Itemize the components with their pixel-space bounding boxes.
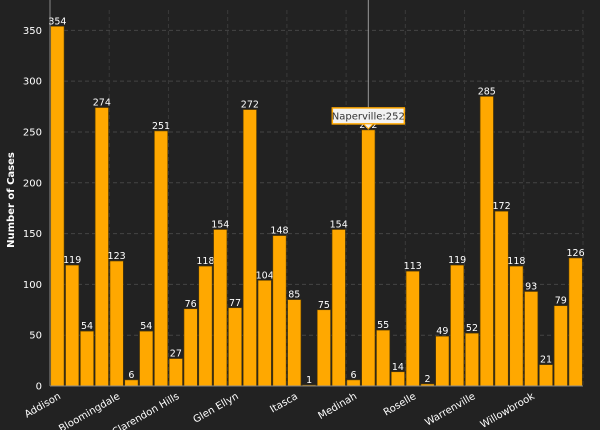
value-label: 21 <box>540 355 552 366</box>
value-label: 113 <box>404 261 422 272</box>
value-label: 6 <box>128 370 134 381</box>
value-label: 172 <box>492 201 510 212</box>
value-label: 54 <box>140 321 152 332</box>
bar <box>50 25 65 387</box>
bar <box>361 129 376 387</box>
bar <box>183 308 198 387</box>
bar <box>376 329 391 387</box>
bar <box>316 309 331 387</box>
tooltip-pointer <box>362 123 375 130</box>
tooltip-text: Naperville:252 <box>332 111 405 122</box>
bar <box>272 235 287 387</box>
bar <box>257 280 272 387</box>
bar <box>494 210 509 387</box>
bar <box>198 265 213 387</box>
y-tick-label: 300 <box>23 77 42 88</box>
y-tick-label: 150 <box>23 229 42 240</box>
y-tick-label: 100 <box>23 280 42 291</box>
value-label: 251 <box>152 121 170 132</box>
bar <box>80 330 94 387</box>
value-label: 119 <box>63 255 81 266</box>
value-label: 1 <box>306 375 312 386</box>
value-label: 118 <box>196 256 214 267</box>
bar <box>405 270 420 387</box>
bar <box>509 265 524 387</box>
value-label: 154 <box>330 220 348 231</box>
value-label: 154 <box>211 220 229 231</box>
bar <box>154 130 169 387</box>
y-tick-label: 0 <box>36 382 42 393</box>
value-label: 118 <box>507 256 525 267</box>
bar <box>168 358 183 387</box>
value-label: 104 <box>256 270 274 281</box>
y-tick-label: 200 <box>23 178 42 189</box>
value-label: 52 <box>466 323 478 334</box>
bar <box>94 107 109 387</box>
bar <box>109 260 124 387</box>
y-tick-label: 250 <box>23 127 42 138</box>
value-label: 272 <box>241 100 259 111</box>
value-label: 27 <box>170 349 182 360</box>
value-label: 93 <box>525 281 537 292</box>
tooltip: Naperville:252 <box>331 107 406 130</box>
bar <box>228 307 243 387</box>
value-label: 123 <box>108 251 126 262</box>
bar <box>539 364 553 387</box>
value-label: 75 <box>318 300 330 311</box>
value-label: 85 <box>288 290 300 301</box>
value-label: 77 <box>229 298 241 309</box>
bar <box>450 264 465 387</box>
y-tick-label: 350 <box>23 26 42 37</box>
value-label: 354 <box>48 16 66 27</box>
y-axis-label: Number of Cases <box>6 152 17 248</box>
value-label: 274 <box>93 98 111 109</box>
bar <box>242 109 257 387</box>
bar <box>65 264 80 387</box>
value-label: 2 <box>425 374 431 385</box>
bar <box>390 371 405 387</box>
value-label: 49 <box>436 326 448 337</box>
bar <box>464 332 479 387</box>
bar <box>331 229 346 387</box>
value-label: 6 <box>350 370 356 381</box>
value-label: 76 <box>185 299 197 310</box>
value-label: 54 <box>81 321 93 332</box>
value-label: 79 <box>555 296 567 307</box>
bar <box>213 229 228 387</box>
value-label: 55 <box>377 320 389 331</box>
bar <box>524 291 539 387</box>
bar <box>568 257 583 387</box>
bar <box>553 305 568 387</box>
bar <box>287 299 302 387</box>
y-tick-label: 50 <box>29 331 42 342</box>
value-label: 148 <box>270 226 288 237</box>
value-label: 285 <box>478 86 496 97</box>
bar <box>139 330 154 387</box>
value-label: 126 <box>567 248 585 259</box>
value-label: 119 <box>448 255 466 266</box>
bar <box>435 335 450 387</box>
bar <box>479 96 494 387</box>
value-label: 14 <box>392 362 404 373</box>
